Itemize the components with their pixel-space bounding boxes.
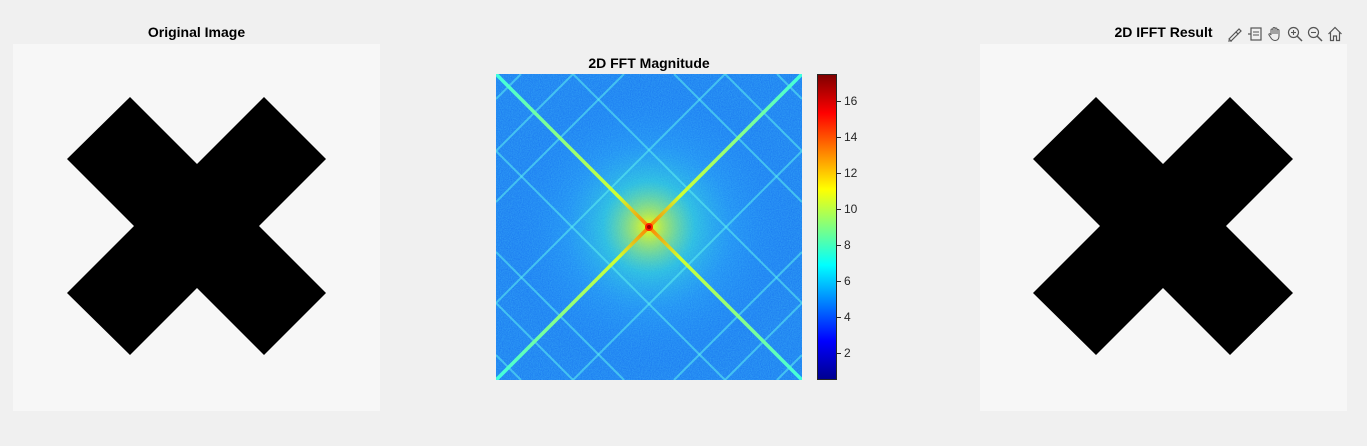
fft-title: 2D FFT Magnitude [588,55,710,71]
colorbar-tick [837,101,841,102]
original-x-shape [67,97,326,355]
fft-axes[interactable] [496,74,802,380]
original-image-axes[interactable] [13,44,380,411]
ifft-axes[interactable] [980,44,1347,411]
colorbar-tick-label: 2 [844,346,851,360]
datatip-icon[interactable] [1246,25,1264,43]
fft-peak-core [647,225,651,229]
axes-toolbar [1226,24,1344,44]
ifft-x-shape [1033,97,1293,355]
colorbar-tick [837,353,841,354]
x-shape [1033,97,1293,355]
ifft-title: 2D IFFT Result [1114,24,1213,40]
colorbar-tick [837,245,841,246]
colorbar-tick [837,173,841,174]
colorbar[interactable] [817,74,837,380]
colorbar-tick-label: 12 [844,166,858,180]
colorbar-tick-label: 4 [844,310,851,324]
colorbar-tick-label: 10 [844,202,858,216]
zoom-out-icon[interactable] [1306,25,1324,43]
x-shape [67,97,326,355]
colorbar-tick [837,317,841,318]
fft-heatmap [496,74,802,380]
colorbar-tick-label: 8 [844,238,851,252]
pan-hand-icon[interactable] [1266,25,1284,43]
colorbar-tick [837,281,841,282]
colorbar-tick-label: 16 [844,94,858,108]
brush-data-icon[interactable] [1226,25,1244,43]
colorbar-tick-label: 14 [844,130,858,144]
colorbar-tick-label: 6 [844,274,851,288]
zoom-in-icon[interactable] [1286,25,1304,43]
original-image-title: Original Image [147,24,246,40]
colorbar-tick [837,209,841,210]
home-icon[interactable] [1326,25,1344,43]
colorbar-tick [837,137,841,138]
